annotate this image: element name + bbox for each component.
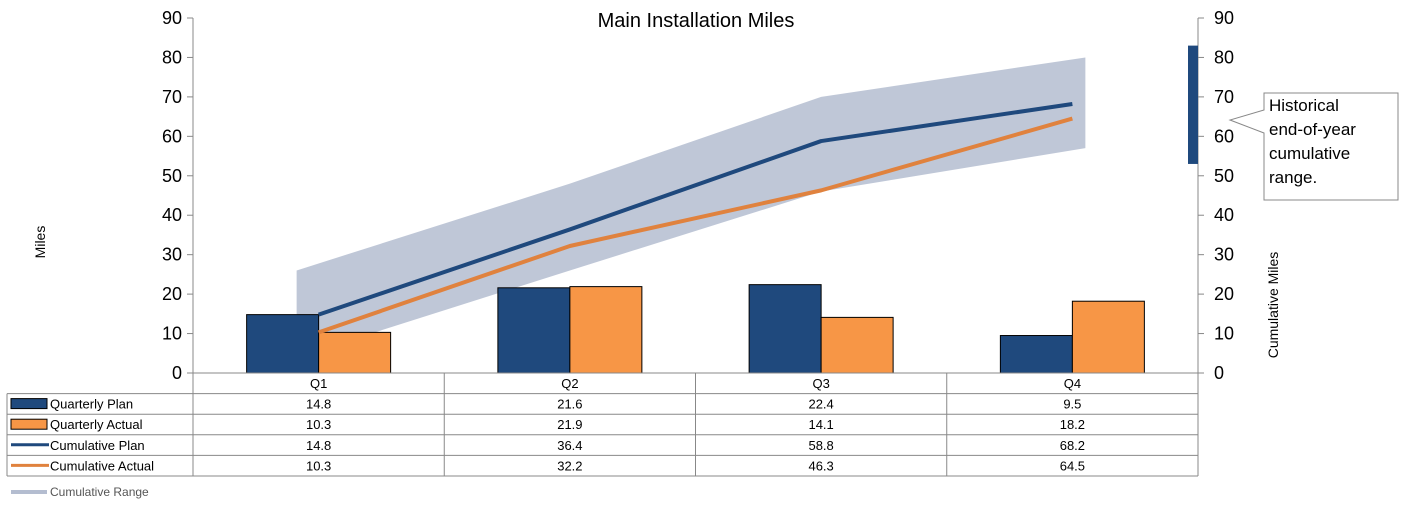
bar-quarterly-actual-q3 [820,316,894,374]
chart-title: Main Installation Miles [598,10,795,32]
line-cumulative-actual [317,116,1073,335]
y-tick-label: 90 [162,8,182,28]
table-cell: 36.4 [557,438,582,453]
y-tick-label: 50 [162,166,182,186]
bar-quarterly-plan-q3 [748,284,822,374]
table-cell: 68.2 [1060,438,1085,453]
y2-axis-title: Cumulative Miles [1265,252,1281,359]
table-cell: 14.8 [306,397,331,412]
table-cell: 14.1 [808,417,833,432]
historical-range-bar [1188,45,1198,164]
table-cell: 22.4 [808,397,833,412]
legend-label-quarterly-actual: Quarterly Actual [50,417,143,432]
data-table: Q1 Q2 Q3 Q4 Quarterly Plan 14.8 21.6 22.4 9.5 Qua… [6,372,1199,499]
legend-key-quarterly-plan [10,398,48,410]
table-cell: 46.3 [808,458,833,473]
y-tick-label: 0 [172,363,182,383]
table-cell: 32.2 [557,458,582,473]
x-category-label: Q1 [310,376,327,391]
y-tick-label: 60 [162,126,182,146]
table-cell: 14.8 [306,438,331,453]
range-band-layer [296,57,1086,358]
y2-tick-label: 50 [1214,166,1234,186]
callout-line: end-of-year [1269,120,1356,139]
legend-label-cumulative-actual: Cumulative Actual [50,458,154,473]
y2-tick-label: 80 [1214,47,1234,67]
y2-tick-label: 20 [1214,284,1234,304]
table-cell: 18.2 [1060,417,1085,432]
x-category-label: Q4 [1064,376,1081,391]
bar-quarterly-plan-q4 [999,335,1073,374]
bar-quarterly-plan-q1 [246,314,320,374]
y2-tick-label: 0 [1214,363,1224,383]
table-cell: 21.9 [557,417,582,432]
x-category-label: Q2 [561,376,578,391]
bar-quarterly-actual-q1 [318,331,392,374]
callout-line: Historical [1269,96,1339,115]
table-cell: 10.3 [306,458,331,473]
historical-range-callout: Historical end-of-year cumulative range. [1188,45,1399,201]
y2-tick-label: 10 [1214,324,1234,344]
y2-tick-label: 90 [1214,8,1234,28]
y-tick-label: 20 [162,284,182,304]
bars-layer [246,284,1145,374]
y-axis-title: Miles [32,226,48,259]
bar-quarterly-actual-q4 [1071,300,1145,374]
legend-label-cumulative-range: Cumulative Range [50,485,149,499]
y2-tick-label: 30 [1214,245,1234,265]
callout-box [1228,92,1399,201]
y2-tick-label: 60 [1214,126,1234,146]
table-cell: 58.8 [808,438,833,453]
legend-label-cumulative-plan: Cumulative Plan [50,438,145,453]
callout-line: cumulative [1269,144,1350,163]
table-cell: 64.5 [1060,458,1085,473]
x-category-label: Q3 [812,376,829,391]
callout-line: range. [1269,168,1317,187]
bar-quarterly-plan-q2 [497,287,571,374]
table-cell: 10.3 [306,417,331,432]
y-tick-label: 40 [162,205,182,225]
y-tick-label: 80 [162,47,182,67]
y-tick-label: 10 [162,324,182,344]
y2-tick-label: 70 [1214,87,1234,107]
y-tick-label: 30 [162,245,182,265]
lines-layer [317,102,1073,335]
bar-quarterly-actual-q2 [569,286,643,374]
table-cell: 9.5 [1063,397,1081,412]
line-cumulative-plan [317,102,1073,317]
cumulative-range-band [296,57,1086,358]
legend-label-quarterly-plan: Quarterly Plan [50,397,133,412]
legend-key-quarterly-actual [10,418,48,430]
y2-tick-label: 40 [1214,205,1234,225]
table-cell: 21.6 [557,397,582,412]
y-tick-label: 70 [162,87,182,107]
